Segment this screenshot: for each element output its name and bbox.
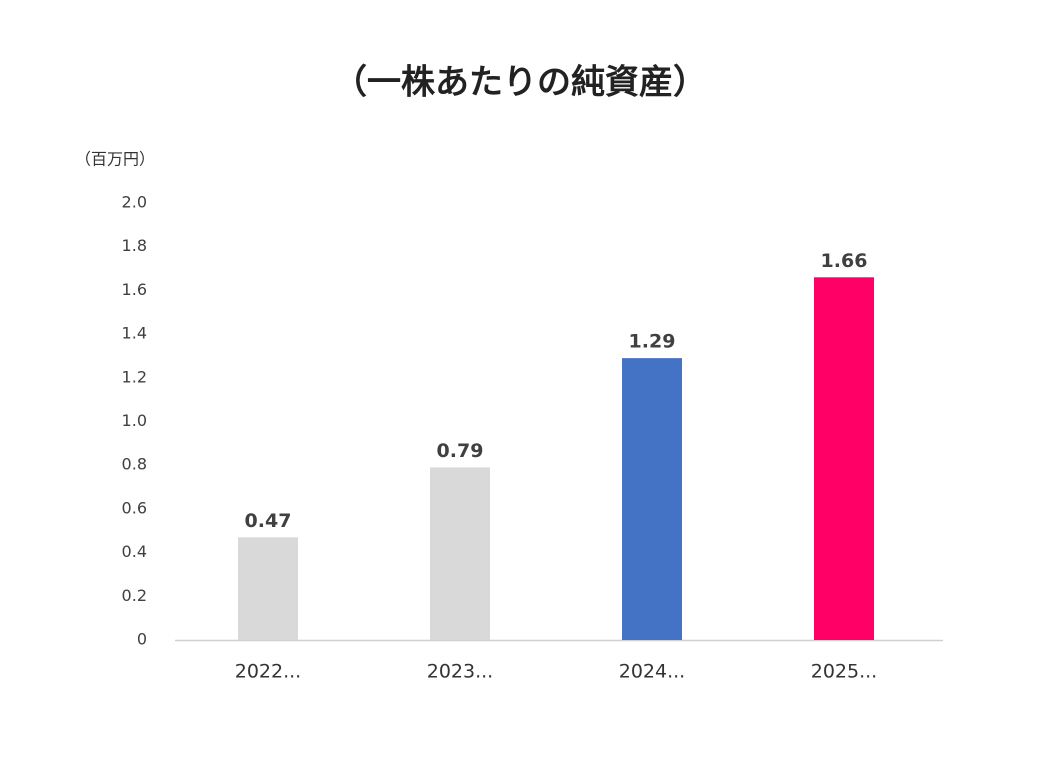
y-tick-label: 1.8 [122,236,147,255]
x-tick-label: 2024... [619,661,685,683]
y-tick-label: 0.2 [122,586,147,605]
bar [430,467,490,640]
y-tick-label: 2.0 [122,193,147,212]
data-label: 1.66 [821,250,868,272]
y-tick-label: 0.8 [122,455,147,474]
chart-title: （一株あたりの純資産） [333,63,707,103]
y-tick-label: 0.4 [122,542,147,561]
x-tick-label: 2025... [811,661,877,683]
x-tick-label: 2022... [235,661,301,683]
bar [622,358,682,640]
data-label: 0.79 [437,440,484,462]
bar [814,277,874,640]
bar [238,537,298,640]
y-tick-label: 1.4 [122,324,147,343]
y-tick-label: 0.6 [122,498,147,517]
y-axis-label: （百万円） [75,150,155,169]
y-tick-label: 0 [137,630,147,649]
data-label: 0.47 [245,510,292,532]
x-tick-label: 2023... [427,661,493,683]
data-label: 1.29 [629,331,676,353]
y-tick-label: 1.0 [122,411,147,430]
y-tick-label: 1.2 [122,367,147,386]
y-tick-label: 1.6 [122,280,147,299]
